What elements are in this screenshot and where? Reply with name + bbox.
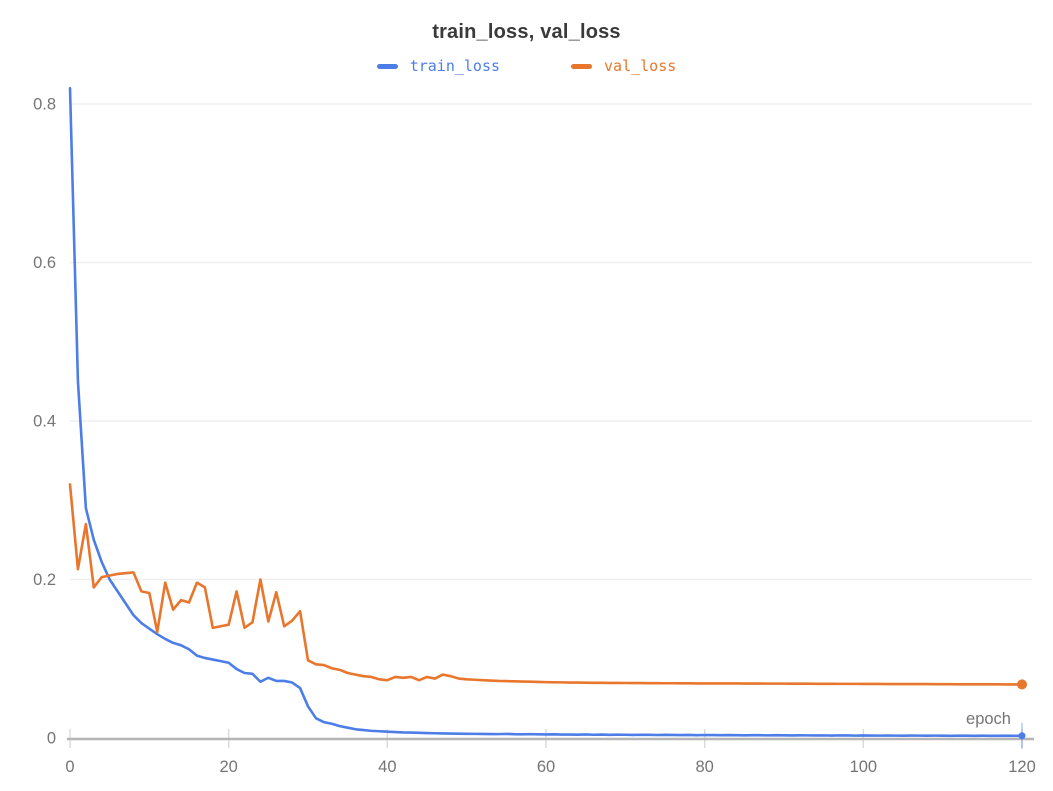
y-tick-label: 0	[47, 730, 56, 748]
y-tick-label: 0.4	[33, 413, 56, 431]
x-tick-label: 80	[695, 758, 713, 776]
x-axis-title: epoch	[966, 710, 1011, 728]
y-tick-label: 0.2	[33, 571, 56, 589]
x-tick-label: 100	[850, 758, 878, 776]
legend-label-train-loss: train_loss	[409, 57, 501, 75]
x-tick-label: 0	[65, 758, 74, 776]
train-loss-line[interactable]	[68, 86, 1024, 738]
val-loss-end-dot	[1017, 679, 1027, 690]
legend-item-val-loss[interactable]: val_loss	[571, 57, 676, 75]
legend-label-val-loss: val_loss	[604, 57, 677, 75]
train-loss-swatch-icon	[376, 63, 398, 69]
x-tick-label: 120	[1008, 758, 1036, 776]
val-loss-swatch-icon	[571, 63, 593, 69]
val-loss-line[interactable]	[68, 483, 1024, 686]
chart-title: train_loss, val_loss	[432, 21, 621, 43]
x-tick-label: 40	[378, 758, 396, 776]
train-loss-end-dot	[1018, 732, 1026, 740]
x-tick-label: 60	[537, 758, 555, 776]
x-tick-label: 20	[219, 758, 237, 776]
chart-legend: train_loss val_loss	[0, 57, 1053, 75]
y-tick-label: 0.8	[33, 96, 56, 114]
legend-item-train-loss[interactable]: train_loss	[376, 57, 501, 75]
y-tick-label: 0.6	[33, 254, 56, 272]
